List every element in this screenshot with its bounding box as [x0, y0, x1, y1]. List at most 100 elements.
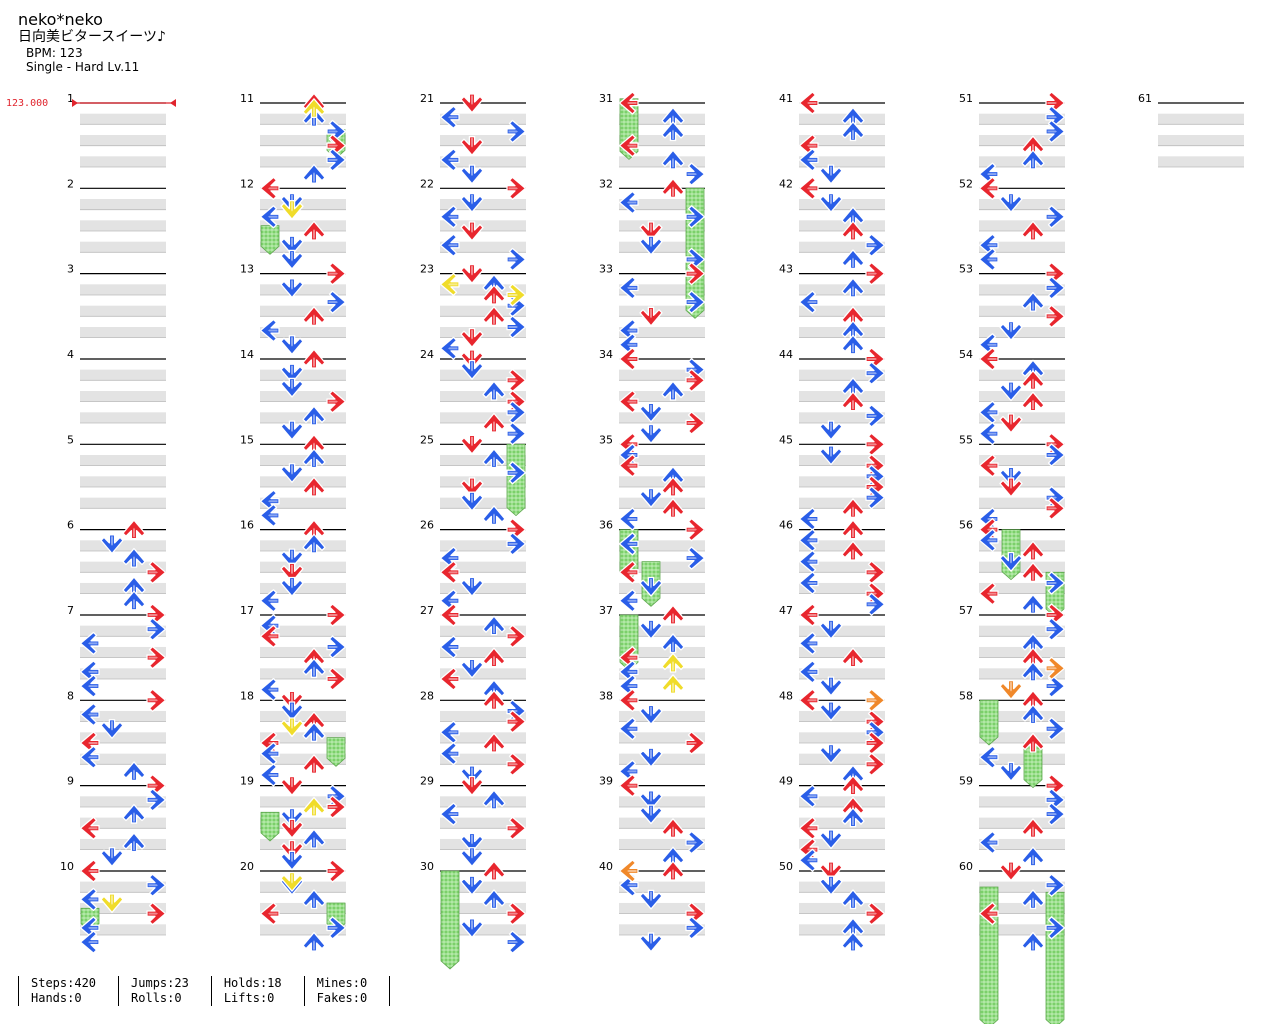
- beat-band: [619, 476, 705, 487]
- note-left-arrow: [618, 318, 639, 343]
- beat-band: [440, 305, 526, 317]
- beat-band: [979, 710, 1065, 722]
- note-left-arrow: [618, 507, 639, 531]
- note-left-arrow: [798, 603, 819, 627]
- beat-band: [260, 241, 346, 253]
- note-up-arrow: [841, 249, 865, 270]
- note-down-arrow: [460, 576, 484, 597]
- note-down-arrow: [280, 701, 304, 722]
- note-up-arrow: [482, 690, 506, 710]
- note-left-arrow: [798, 660, 819, 684]
- measure-number: 46: [779, 519, 793, 532]
- note-up-arrow: [661, 674, 685, 694]
- beat-band: [979, 369, 1065, 381]
- note-down-arrow: [280, 548, 304, 569]
- note-up-arrow: [302, 448, 326, 469]
- stats-col-steps: Steps:420 Hands:0: [18, 976, 108, 1006]
- beat-band: [260, 198, 346, 210]
- note-down-arrow: [999, 477, 1023, 498]
- note-left-arrow: [978, 830, 999, 855]
- note-down-arrow: [460, 775, 484, 796]
- beat-band: [260, 902, 346, 914]
- beat-band: [80, 390, 166, 402]
- note-down-arrow: [460, 434, 484, 455]
- note-left-arrow: [79, 816, 100, 840]
- note-left-arrow: [259, 489, 280, 513]
- beat-band: [260, 561, 346, 573]
- note-left-arrow: [978, 233, 999, 257]
- note-right-arrow: [1045, 617, 1066, 641]
- measure-number: 45: [779, 433, 793, 446]
- note-down-arrow: [280, 200, 304, 220]
- note-up-arrow: [482, 306, 506, 326]
- beat-band: [619, 710, 705, 722]
- measure-15: [260, 443, 346, 509]
- beat-band: [80, 134, 166, 146]
- note-down-arrow: [999, 192, 1023, 213]
- note-right-arrow: [865, 688, 886, 712]
- note-left-arrow: [439, 720, 460, 744]
- beat-band: [80, 924, 166, 935]
- note-right-arrow: [146, 560, 167, 584]
- measure-number: 8: [67, 689, 74, 702]
- beat-band: [80, 625, 166, 637]
- note-right-arrow: [506, 176, 527, 200]
- beat-band: [619, 305, 705, 317]
- note-left-arrow: [618, 717, 639, 741]
- note-left-arrow: [798, 688, 819, 712]
- stat-hands: Hands:0: [31, 991, 82, 1005]
- beat-band: [260, 710, 346, 722]
- beat-band: [260, 390, 346, 402]
- beat-band: [260, 753, 346, 765]
- note-down-arrow: [460, 477, 484, 498]
- beat-band: [799, 646, 885, 658]
- note-up-arrow: [302, 722, 326, 742]
- note-up-arrow: [841, 807, 865, 828]
- beat-band: [260, 732, 346, 743]
- note-down-arrow: [460, 328, 484, 348]
- note-down-arrow: [639, 619, 663, 640]
- note-left-arrow: [259, 589, 280, 613]
- measure-3: [80, 273, 166, 339]
- note-left-arrow: [978, 528, 999, 552]
- beat-band: [440, 198, 526, 210]
- beat-band: [80, 796, 166, 807]
- note-left-arrow: [618, 773, 639, 798]
- stat-steps: Steps:420: [31, 976, 97, 990]
- beat-band: [979, 796, 1065, 807]
- note-left-arrow: [978, 422, 999, 446]
- beat-band: [80, 561, 166, 573]
- note-right-arrow: [865, 901, 886, 926]
- beat-band: [260, 582, 346, 594]
- note-down-arrow: [460, 918, 484, 939]
- beat-band: [619, 113, 705, 125]
- stats-bar: Steps:420 Hands:0 Jumps:23 Rolls:0 Holds…: [18, 976, 391, 1006]
- beat-band: [799, 838, 885, 850]
- note-up-arrow: [482, 789, 506, 810]
- beat-band: [260, 668, 346, 679]
- beat-band: [440, 390, 526, 402]
- measure-number: 26: [420, 519, 434, 532]
- measure-number: 44: [779, 348, 793, 361]
- note-down-arrow: [460, 164, 484, 185]
- beat-band: [440, 284, 526, 295]
- note-up-arrow: [302, 796, 326, 817]
- note-right-arrow: [326, 390, 347, 414]
- stats-end-divider: [389, 976, 391, 1006]
- beat-band: [260, 220, 346, 231]
- beat-band: [260, 284, 346, 295]
- note-up-arrow: [1021, 220, 1045, 241]
- note-right-arrow: [865, 486, 886, 510]
- note-right-arrow: [506, 930, 527, 954]
- beat-band: [80, 198, 166, 210]
- beat-band: [979, 625, 1065, 637]
- note-left-arrow: [79, 930, 100, 954]
- beat-band: [799, 796, 885, 807]
- note-right-arrow: [1045, 119, 1066, 144]
- note-up-arrow: [482, 615, 506, 636]
- beat-band: [979, 668, 1065, 679]
- note-down-arrow: [999, 679, 1023, 700]
- note-up-arrow: [1021, 889, 1045, 910]
- note-left-arrow: [618, 532, 639, 556]
- note-up-arrow: [661, 652, 685, 673]
